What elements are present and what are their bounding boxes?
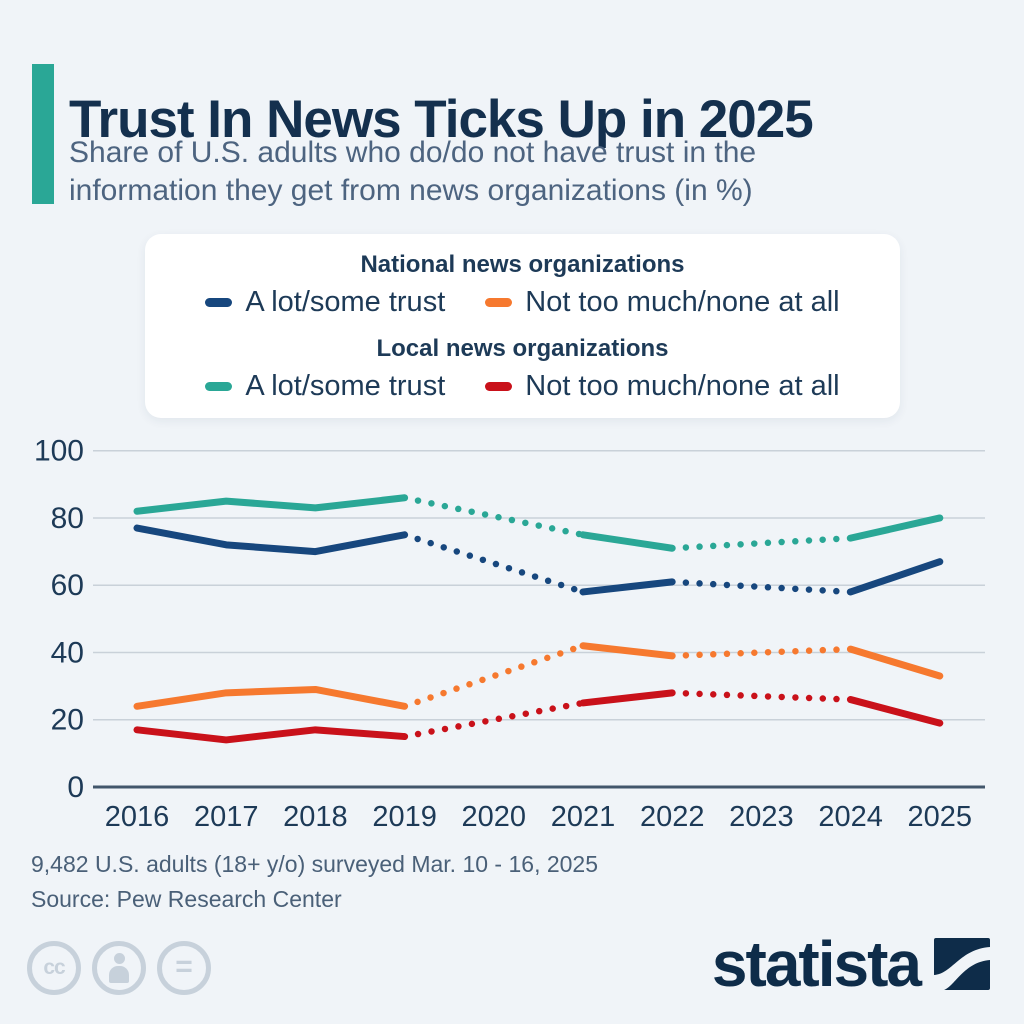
legend-item-label: A lot/some trust: [245, 286, 446, 318]
series-2-dotted-segment: [401, 494, 587, 539]
series-1-solid-segment: [847, 645, 944, 680]
x-axis-tick-label: 2023: [729, 801, 794, 833]
trust-line-chart: 0 20 40 60 80 100 2016 2017 2018 2019 2020 2021 2022…: [34, 435, 985, 833]
series-2-solid-segment: [847, 514, 944, 542]
legend-card: National news organizations A lot/some t…: [145, 234, 900, 418]
national-none-swatch-icon: [485, 298, 513, 307]
statista-branding: statista: [711, 928, 990, 1000]
y-axis-tick-label: 100: [34, 435, 84, 468]
y-axis-tick-label: 0: [67, 771, 84, 804]
statista-logo-icon: [934, 938, 990, 991]
series-2-solid-segment: [579, 531, 676, 552]
legend-group-local-heading: Local news organizations: [376, 335, 669, 362]
series-0-solid-segment: [579, 578, 676, 596]
series-3-solid-segment: [847, 696, 944, 727]
series-0-solid-segment: [133, 524, 409, 556]
legend-item-local-none: Not too much/none at all: [485, 370, 840, 403]
series-3-dotted-segment: [401, 699, 587, 740]
x-axis-tick-label: 2017: [194, 801, 259, 833]
legend-group-national-heading: National news organizations: [360, 251, 685, 278]
cc-license-icon: cc: [27, 941, 81, 995]
legend-item-label: Not too much/none at all: [525, 370, 840, 402]
local-none-swatch-icon: [485, 382, 513, 391]
series-0-dotted-segment: [668, 578, 854, 596]
y-axis-tick-label: 60: [51, 569, 84, 602]
x-axis-tick-label: 2024: [818, 801, 883, 833]
page-subtitle: Share of U.S. adults who do/do not have …: [69, 136, 757, 207]
x-axis-tick-label: 2021: [551, 801, 616, 833]
x-axis-tick-label: 2022: [640, 801, 705, 833]
legend-item-label: A lot/some trust: [245, 370, 446, 402]
series-1-solid-segment: [133, 685, 409, 710]
y-axis-tick-label: 80: [51, 502, 84, 535]
x-axis-tick-label: 2020: [462, 801, 527, 833]
series-3-solid-segment: [133, 726, 409, 744]
series-2-dotted-segment: [668, 534, 854, 552]
x-axis-tick-label: 2019: [372, 801, 437, 833]
series-0-dotted-segment: [401, 531, 587, 596]
cc-attribution-icon: [92, 941, 146, 995]
x-axis-tick-label: 2016: [105, 801, 170, 833]
x-axis-tick-label: 2025: [908, 801, 973, 833]
cc-noderivs-icon: =: [157, 941, 211, 995]
series-1-solid-segment: [579, 642, 676, 660]
title-accent-bar: [32, 64, 54, 204]
license-icons: cc =: [27, 941, 211, 995]
series-1-dotted-segment: [401, 642, 587, 710]
y-axis-tick-label: 40: [51, 636, 84, 669]
local-trust-swatch-icon: [205, 382, 233, 391]
legend-item-national-trust: A lot/some trust: [205, 286, 445, 319]
series-0-solid-segment: [847, 558, 944, 596]
legend-item-label: Not too much/none at all: [525, 286, 840, 318]
legend-group-local-row: A lot/some trust Not too much/none at al…: [205, 370, 840, 403]
legend-item-national-none: Not too much/none at all: [485, 286, 840, 319]
legend-item-local-trust: A lot/some trust: [205, 370, 445, 403]
survey-note: 9,482 U.S. adults (18+ y/o) surveyed Mar…: [31, 851, 599, 877]
series-3-dotted-segment: [668, 689, 854, 703]
national-trust-swatch-icon: [205, 298, 233, 307]
statista-wordmark: statista: [711, 928, 922, 1000]
legend-group-national-row: A lot/some trust Not too much/none at al…: [205, 286, 840, 319]
series-3-solid-segment: [579, 689, 676, 707]
x-axis-tick-label: 2018: [283, 801, 348, 833]
series-2-solid-segment: [133, 494, 409, 515]
y-axis-tick-label: 20: [51, 704, 84, 737]
series-1-dotted-segment: [668, 645, 854, 660]
source-note: Source: Pew Research Center: [31, 886, 342, 912]
page-title: Trust In News Ticks Up in 2025: [69, 89, 814, 149]
